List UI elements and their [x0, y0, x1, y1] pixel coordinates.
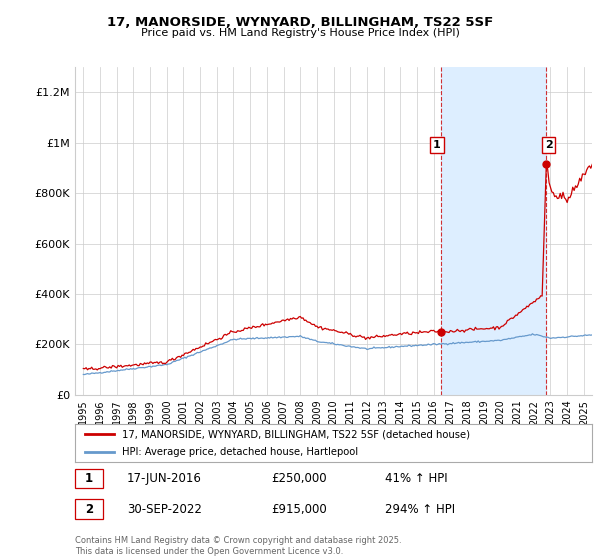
Text: 294% ↑ HPI: 294% ↑ HPI [385, 503, 455, 516]
FancyBboxPatch shape [75, 500, 103, 519]
Text: 2: 2 [85, 503, 93, 516]
Text: HPI: Average price, detached house, Hartlepool: HPI: Average price, detached house, Hart… [122, 447, 358, 457]
Text: £915,000: £915,000 [272, 503, 327, 516]
Text: 1: 1 [85, 472, 93, 485]
Text: 17-JUN-2016: 17-JUN-2016 [127, 472, 202, 485]
Text: 2: 2 [545, 140, 553, 150]
Text: 1: 1 [433, 140, 441, 150]
Text: 17, MANORSIDE, WYNYARD, BILLINGHAM, TS22 5SF: 17, MANORSIDE, WYNYARD, BILLINGHAM, TS22… [107, 16, 493, 29]
Bar [442, 67, 547, 395]
FancyBboxPatch shape [75, 469, 103, 488]
Text: 41% ↑ HPI: 41% ↑ HPI [385, 472, 448, 485]
Text: Contains HM Land Registry data © Crown copyright and database right 2025.
This d: Contains HM Land Registry data © Crown c… [75, 536, 401, 556]
Text: 30-SEP-2022: 30-SEP-2022 [127, 503, 202, 516]
Text: £250,000: £250,000 [272, 472, 327, 485]
Text: Price paid vs. HM Land Registry's House Price Index (HPI): Price paid vs. HM Land Registry's House … [140, 28, 460, 38]
Text: 17, MANORSIDE, WYNYARD, BILLINGHAM, TS22 5SF (detached house): 17, MANORSIDE, WYNYARD, BILLINGHAM, TS22… [122, 429, 470, 439]
